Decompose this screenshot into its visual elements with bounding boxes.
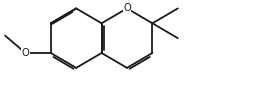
Text: O: O [22, 48, 29, 58]
Text: O: O [123, 3, 131, 13]
